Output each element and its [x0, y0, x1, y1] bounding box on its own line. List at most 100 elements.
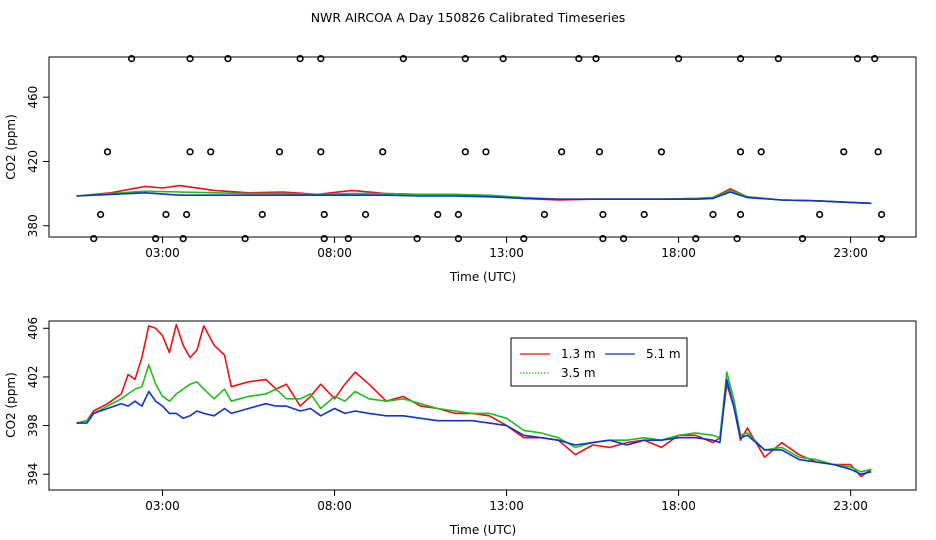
top-x-tick-label: 23:00: [833, 246, 868, 260]
calibration-point: [320, 235, 328, 243]
calibration-point: [317, 148, 325, 156]
calibration-point: [736, 55, 745, 63]
bottom-series-line-3-5-m: [76, 363, 872, 473]
calibration-point: [320, 210, 328, 219]
calibration-point: [774, 55, 782, 63]
calibration-point: [179, 235, 187, 243]
calibration-point: [454, 210, 463, 219]
calibration-point: [798, 235, 807, 243]
chart-title: NWR AIRCOA A Day 150826 Calibrated Times…: [311, 10, 626, 25]
calibration-point: [434, 210, 442, 219]
calibration-point: [595, 148, 604, 156]
legend-label-3-5m: 3.5 m: [561, 366, 596, 380]
calibration-point: [296, 55, 304, 63]
calibration-point: [675, 55, 683, 63]
bottom-x-axis-label: Time (UTC): [449, 523, 516, 537]
calibration-point: [599, 235, 607, 243]
calibration-point: [97, 210, 105, 219]
legend-box: [510, 337, 688, 387]
calibration-point: [275, 148, 284, 156]
calibration-point: [619, 235, 628, 243]
calibration-point: [709, 210, 717, 219]
calibration-point: [640, 210, 648, 219]
calibration-point: [733, 235, 741, 243]
calibration-point: [162, 210, 170, 219]
top-y-tick-label: 380: [26, 214, 40, 237]
calibration-point: [183, 210, 191, 219]
legend: 1.3 m 3.5 m 5.1 m: [510, 337, 688, 387]
bottom-x-axis: 03:00 08:00 13:00 18:00 23:00: [145, 490, 868, 513]
calibration-point: [127, 55, 136, 63]
bottom-panel: 394 398 402 406 03:00 08:00 13:00 18:00 23:00 T…: [4, 317, 917, 537]
calibration-point: [152, 235, 160, 243]
calibration-point: [90, 235, 98, 243]
calibration-point: [103, 148, 112, 156]
calibration-point: [692, 235, 700, 243]
calibration-point: [186, 148, 194, 156]
bottom-x-tick-label: 08:00: [317, 499, 352, 513]
top-panel: 380 420 460 03:00 08:00 13:00 18:00 23:00 Time…: [4, 55, 917, 284]
top-y-tick-label: 420: [26, 150, 40, 173]
legend-label-5-1m: 5.1 m: [646, 347, 681, 361]
top-x-tick-label: 13:00: [489, 246, 524, 260]
top-x-axis-label: Time (UTC): [449, 270, 516, 284]
legend-label-1-3m: 1.3 m: [561, 347, 596, 361]
top-y-axis: 380 420 460: [26, 86, 49, 237]
calibration-point: [736, 210, 745, 219]
calibration-point: [558, 148, 566, 156]
calibration-point: [575, 55, 583, 63]
bottom-y-axis: 394 398 402 406: [26, 317, 49, 486]
top-y-axis-label: CO2 (ppm): [4, 114, 18, 180]
calibration-point: [361, 210, 370, 219]
bottom-x-tick-label: 03:00: [145, 499, 180, 513]
calibration-point: [877, 210, 886, 219]
top-y-tick-label: 460: [26, 86, 40, 109]
calibration-point: [877, 235, 886, 243]
calibration-point: [379, 148, 387, 156]
top-x-tick-label: 18:00: [661, 246, 696, 260]
bottom-y-tick-label: 394: [26, 463, 40, 486]
calibration-point: [399, 55, 407, 63]
calibration-point: [499, 55, 507, 63]
bottom-x-tick-label: 13:00: [489, 499, 524, 513]
calibration-point: [816, 210, 824, 219]
bottom-y-axis-label: CO2 (ppm): [4, 372, 18, 438]
calibration-point: [461, 55, 469, 63]
bottom-series-line-1-3-m: [76, 323, 872, 478]
calibration-point: [757, 148, 765, 156]
top-x-tick-label: 03:00: [145, 246, 180, 260]
bottom-plot-frame: [48, 320, 917, 491]
top-series-lines: [76, 184, 872, 205]
calibration-point: [241, 235, 249, 243]
calibration-point: [736, 148, 745, 156]
calibration-point: [207, 148, 215, 156]
calibration-point: [871, 55, 879, 63]
calibration-point: [657, 148, 666, 156]
calibration-point: [317, 55, 325, 63]
calibration-point: [520, 235, 528, 243]
calibration-point: [186, 55, 194, 63]
bottom-y-tick-label: 406: [26, 317, 40, 340]
bottom-series-lines: [76, 323, 872, 478]
top-calibration-points: [90, 55, 886, 243]
top-x-axis: 03:00 08:00 13:00 18:00 23:00: [145, 237, 868, 260]
calibration-point: [461, 148, 469, 156]
top-series-line-5-1-m: [76, 191, 872, 205]
bottom-y-tick-label: 398: [26, 414, 40, 437]
calibration-point: [599, 210, 607, 219]
calibration-point: [853, 55, 862, 63]
bottom-x-tick-label: 18:00: [661, 499, 696, 513]
bottom-series-line-5-1-m: [76, 378, 872, 476]
calibration-point: [344, 235, 352, 243]
bottom-x-tick-label: 23:00: [833, 499, 868, 513]
bottom-y-tick-label: 402: [26, 365, 40, 388]
calibration-point: [224, 55, 232, 63]
calibration-point: [840, 148, 848, 156]
calibration-point: [413, 235, 421, 243]
top-plot-frame: [48, 56, 917, 238]
calibration-point: [482, 148, 490, 156]
calibration-point: [874, 148, 882, 156]
calibration-point: [454, 235, 463, 243]
calibration-point: [592, 55, 600, 63]
